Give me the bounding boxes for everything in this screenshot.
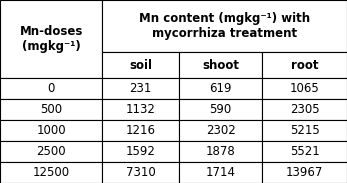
Bar bbox=[179, 79, 262, 99]
Bar bbox=[262, 162, 347, 183]
Bar bbox=[179, 162, 262, 183]
Text: 5215: 5215 bbox=[290, 124, 320, 137]
Bar bbox=[0, 141, 102, 162]
Bar bbox=[102, 120, 179, 141]
Text: 2305: 2305 bbox=[290, 103, 319, 116]
Text: 12500: 12500 bbox=[33, 166, 70, 179]
Bar bbox=[0, 162, 102, 183]
Bar bbox=[102, 0, 347, 52]
Text: 619: 619 bbox=[210, 82, 232, 95]
Text: 7310: 7310 bbox=[126, 166, 155, 179]
Bar bbox=[262, 141, 347, 162]
Text: root: root bbox=[291, 59, 318, 72]
Text: 1714: 1714 bbox=[206, 166, 236, 179]
Text: 1000: 1000 bbox=[36, 124, 66, 137]
Bar bbox=[102, 162, 179, 183]
Bar bbox=[0, 0, 102, 79]
Text: 0: 0 bbox=[48, 82, 55, 95]
Text: 231: 231 bbox=[129, 82, 152, 95]
Text: soil: soil bbox=[129, 59, 152, 72]
Bar bbox=[262, 120, 347, 141]
Text: 1132: 1132 bbox=[126, 103, 156, 116]
Text: 590: 590 bbox=[210, 103, 232, 116]
Text: 2500: 2500 bbox=[36, 145, 66, 158]
Bar bbox=[179, 99, 262, 120]
Bar bbox=[0, 120, 102, 141]
Text: 1878: 1878 bbox=[206, 145, 236, 158]
Bar bbox=[102, 79, 179, 99]
Bar bbox=[0, 79, 102, 99]
Text: 1216: 1216 bbox=[126, 124, 156, 137]
Bar bbox=[179, 120, 262, 141]
Bar bbox=[262, 52, 347, 79]
Text: Mn content (mgkg⁻¹) with
mycorrhiza treatment: Mn content (mgkg⁻¹) with mycorrhiza trea… bbox=[139, 12, 310, 40]
Text: 2302: 2302 bbox=[206, 124, 236, 137]
Text: 1065: 1065 bbox=[290, 82, 320, 95]
Text: 5521: 5521 bbox=[290, 145, 320, 158]
Bar bbox=[262, 79, 347, 99]
Bar bbox=[179, 52, 262, 79]
Text: Mn-doses
(mgkg⁻¹): Mn-doses (mgkg⁻¹) bbox=[19, 25, 83, 53]
Bar bbox=[179, 141, 262, 162]
Bar bbox=[262, 99, 347, 120]
Text: 500: 500 bbox=[40, 103, 62, 116]
Text: 1592: 1592 bbox=[126, 145, 156, 158]
Text: 13967: 13967 bbox=[286, 166, 323, 179]
Bar bbox=[102, 52, 179, 79]
Bar bbox=[0, 99, 102, 120]
Bar bbox=[102, 99, 179, 120]
Text: shoot: shoot bbox=[202, 59, 239, 72]
Bar bbox=[102, 141, 179, 162]
